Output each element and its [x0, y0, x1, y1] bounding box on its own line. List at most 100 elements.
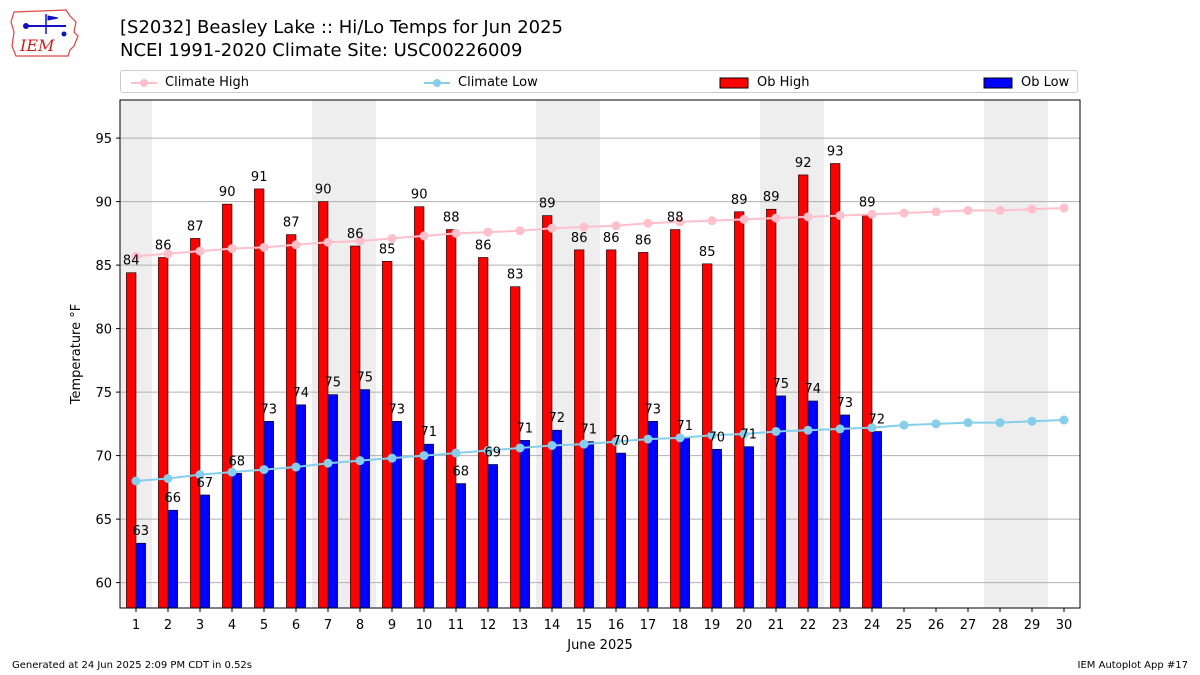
- ob-low-bar: [487, 464, 498, 609]
- climate-high-point: [611, 221, 621, 231]
- climate-high-point: [835, 211, 845, 221]
- climate-high-line: [135, 206, 1065, 258]
- ob-high-bar: [446, 229, 457, 609]
- ob-low-label: 68: [453, 465, 470, 480]
- climate-low-point: [931, 419, 941, 429]
- legend-climate-low-label: Climate Low: [458, 75, 538, 90]
- ob-low-bar: [743, 446, 754, 609]
- climate-high-point: [739, 214, 749, 224]
- climate-high-point: [963, 205, 973, 215]
- climate-low-point: [547, 440, 557, 450]
- ob-low-label: 71: [421, 425, 438, 440]
- weekend-band: [1016, 100, 1048, 608]
- ob-high-bar: [222, 203, 233, 609]
- ob-low-label: 73: [837, 396, 854, 411]
- ob-low-bar: [455, 483, 466, 609]
- ob-high-bar: [478, 257, 489, 609]
- x-tick-label: 3: [196, 618, 204, 633]
- ob-low-label: 69: [485, 445, 502, 460]
- y-tick-label: 85: [95, 259, 112, 274]
- ob-high-label: 85: [379, 242, 396, 257]
- ob-high-label: 93: [827, 145, 844, 160]
- x-tick-label: 11: [448, 618, 465, 633]
- climate-low-point: [515, 443, 525, 453]
- y-axis-label: Temperature °F: [69, 304, 84, 405]
- climate-high-point: [355, 236, 365, 246]
- x-tick-label: 25: [896, 618, 913, 633]
- x-tick-label: 21: [768, 618, 785, 633]
- ob-low-label: 73: [261, 402, 278, 417]
- ob-high-label: 89: [859, 195, 876, 210]
- chart-title: [S2032] Beasley Lake :: Hi/Lo Temps for …: [120, 17, 564, 38]
- ob-high-bar: [286, 234, 297, 609]
- climate-low-point: [835, 424, 845, 434]
- legend-ob-low-label: Ob Low: [1021, 75, 1070, 90]
- generated-timestamp: Generated at 24 Jun 2025 2:09 PM CDT in …: [12, 660, 253, 671]
- climate-high-point: [1027, 204, 1037, 214]
- ob-high-bar: [606, 249, 617, 609]
- climate-high-point: [579, 222, 589, 232]
- ob-low-bar: [135, 542, 146, 609]
- climate-low-point: [803, 425, 813, 435]
- climate-high-point: [867, 209, 877, 219]
- ob-low-label: 68: [229, 454, 246, 469]
- x-tick-label: 27: [960, 618, 977, 633]
- x-tick-label: 15: [576, 618, 593, 633]
- climate-low-point: [355, 456, 365, 466]
- ob-high-bar: [158, 257, 169, 609]
- x-tick-label: 18: [672, 618, 689, 633]
- legend-ob-low: Ob Low: [983, 71, 1069, 94]
- ob-high-label: 91: [251, 170, 268, 185]
- iowa-outline-icon: [10, 9, 79, 57]
- ob-low-bar: [167, 509, 178, 609]
- ob-high-label: 86: [347, 227, 364, 242]
- x-tick-label: 12: [480, 618, 497, 633]
- weekend-band: [984, 100, 1016, 608]
- climate-high-point: [451, 228, 461, 238]
- chart-legend: Climate High Climate Low Ob High Ob Low: [120, 70, 1078, 93]
- x-tick-label: 8: [356, 618, 364, 633]
- climate-high-point: [1059, 203, 1069, 213]
- climate-high-point: [291, 240, 301, 250]
- ob-low-label: 75: [357, 371, 374, 386]
- ob-high-bar: [350, 245, 361, 609]
- ob-low-bar: [327, 394, 338, 609]
- legend-ob-high: Ob High: [719, 71, 810, 94]
- climate-low-point: [1059, 415, 1069, 425]
- climate-low-point: [163, 473, 173, 483]
- ob-low-bar: [711, 448, 722, 609]
- climate-low-point: [675, 433, 685, 443]
- ob-high-label: 83: [507, 268, 524, 283]
- ob-high-bar: [638, 252, 649, 609]
- x-tick-label: 2: [164, 618, 172, 633]
- ob-high-label: 92: [795, 156, 812, 171]
- climate-high-point: [771, 213, 781, 223]
- chart-subtitle: NCEI 1991-2020 Climate Site: USC00226009: [120, 40, 523, 61]
- climate-low-point: [771, 426, 781, 436]
- climate-high-point: [483, 227, 493, 237]
- x-axis-label: June 2025: [566, 638, 633, 653]
- ob-low-bar: [871, 431, 882, 609]
- legend-ob-high-label: Ob High: [757, 75, 810, 90]
- ob-low-label: 72: [869, 412, 886, 427]
- ob-high-label: 86: [603, 231, 620, 246]
- weather-station-icon: [23, 14, 67, 37]
- ob-low-label: 73: [389, 402, 406, 417]
- climate-low-point: [579, 439, 589, 449]
- climate-high-point: [803, 212, 813, 222]
- ob-low-bar: [263, 421, 274, 609]
- ob-low-swatch: [983, 77, 1013, 88]
- ob-low-label: 70: [613, 434, 630, 449]
- x-tick-label: 6: [292, 618, 300, 633]
- climate-low-point: [483, 446, 493, 456]
- climate-low-point: [227, 467, 237, 477]
- ob-high-bar: [190, 238, 201, 609]
- plot-frame: [119, 99, 1081, 609]
- x-tick-label: 30: [1056, 618, 1073, 633]
- ob-high-bar: [126, 272, 137, 609]
- ob-low-label: 71: [581, 423, 598, 438]
- x-tick-label: 17: [640, 618, 657, 633]
- x-tick-label: 7: [324, 618, 332, 633]
- ob-low-bar: [199, 494, 210, 609]
- ob-high-label: 88: [443, 211, 460, 226]
